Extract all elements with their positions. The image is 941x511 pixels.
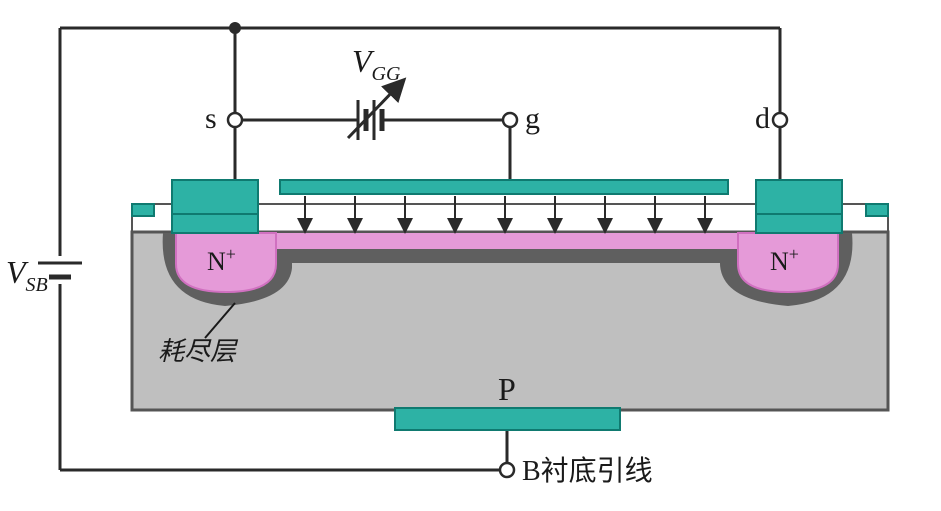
terminal-d: [773, 113, 787, 127]
source-metal-foot: [172, 214, 258, 233]
source-metal: [172, 180, 258, 214]
drain-metal: [756, 180, 842, 214]
label-body-lead: B衬底引线: [522, 455, 653, 487]
label-p: P: [498, 371, 516, 407]
terminal-g: [503, 113, 517, 127]
drain-metal-foot: [756, 214, 842, 233]
label-vgg: VGG: [352, 43, 401, 85]
junction-dot: [229, 22, 241, 34]
body-metal: [395, 408, 620, 430]
label-depletion: 耗尽层: [158, 337, 239, 366]
label-s: s: [205, 102, 217, 135]
label-g: g: [525, 102, 540, 135]
substrate-overlay: [292, 255, 720, 310]
label-vsb: VSB: [6, 254, 48, 296]
mosfet-diagram: VSB VGG s g d N+ N+ 耗尽层 P B衬底引线: [0, 0, 941, 511]
vgg-source: [348, 86, 398, 140]
gate-metal: [280, 180, 728, 194]
oxide-end-right: [866, 204, 888, 216]
terminal-s: [228, 113, 242, 127]
channel-layer: [262, 233, 750, 249]
terminal-b: [500, 463, 514, 477]
depletion-band: [278, 249, 734, 263]
oxide-end-left: [132, 204, 154, 216]
label-d: d: [755, 102, 770, 135]
